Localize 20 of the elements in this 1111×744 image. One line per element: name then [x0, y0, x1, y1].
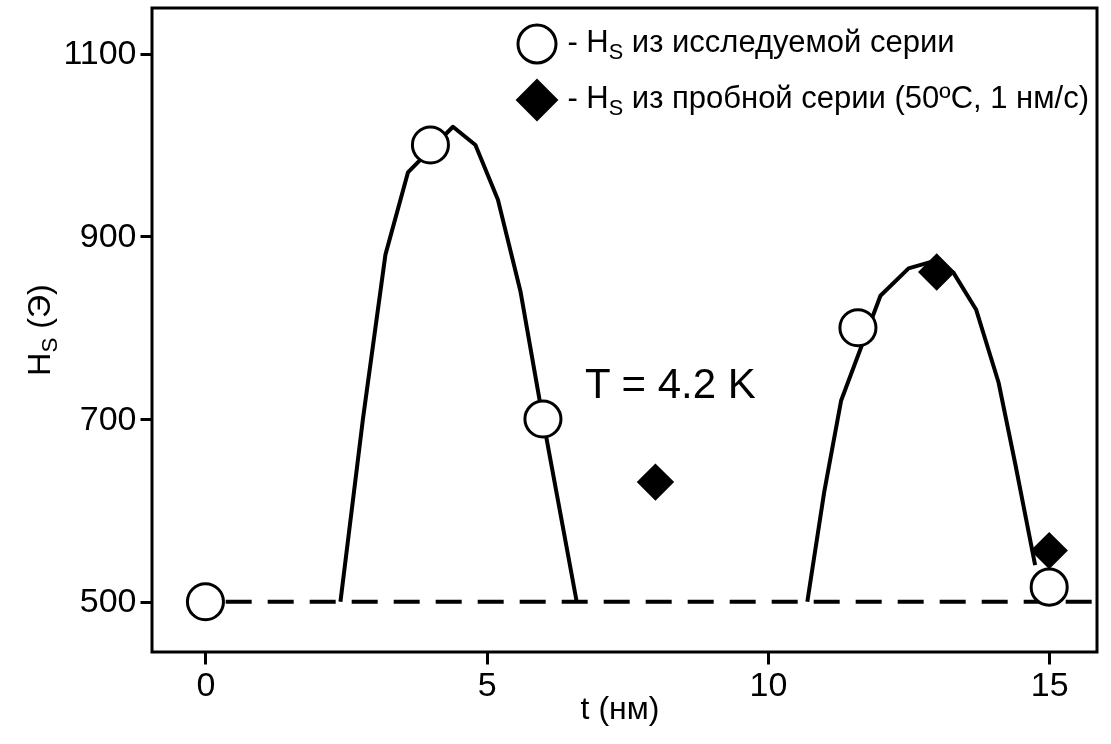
x-tick-label: 15 — [1030, 664, 1069, 703]
x-tick-label: 5 — [477, 664, 497, 703]
point — [523, 399, 563, 439]
y-tick-label: 900 — [79, 215, 137, 254]
x-tick-label: 0 — [196, 664, 216, 703]
point — [637, 464, 674, 501]
y-tick-label: 500 — [79, 581, 137, 620]
annotation: T = 4.2 K — [585, 360, 756, 408]
point — [410, 125, 450, 165]
point — [918, 253, 955, 291]
point — [185, 582, 225, 622]
x-tick-label: 10 — [749, 664, 788, 703]
y-tick-label: 1100 — [63, 33, 137, 72]
point — [1029, 567, 1069, 607]
y-tick-label: 700 — [79, 398, 137, 437]
point — [838, 308, 878, 348]
legend-label: - H$_{S}$ из исследуемой серии — [567, 23, 955, 67]
point — [1031, 532, 1068, 569]
x-axis-title: t (нм) — [580, 690, 660, 726]
legend-label: - H$_{S}$ из пробной серии (50ºC, 1 нм/с) — [567, 79, 1089, 123]
